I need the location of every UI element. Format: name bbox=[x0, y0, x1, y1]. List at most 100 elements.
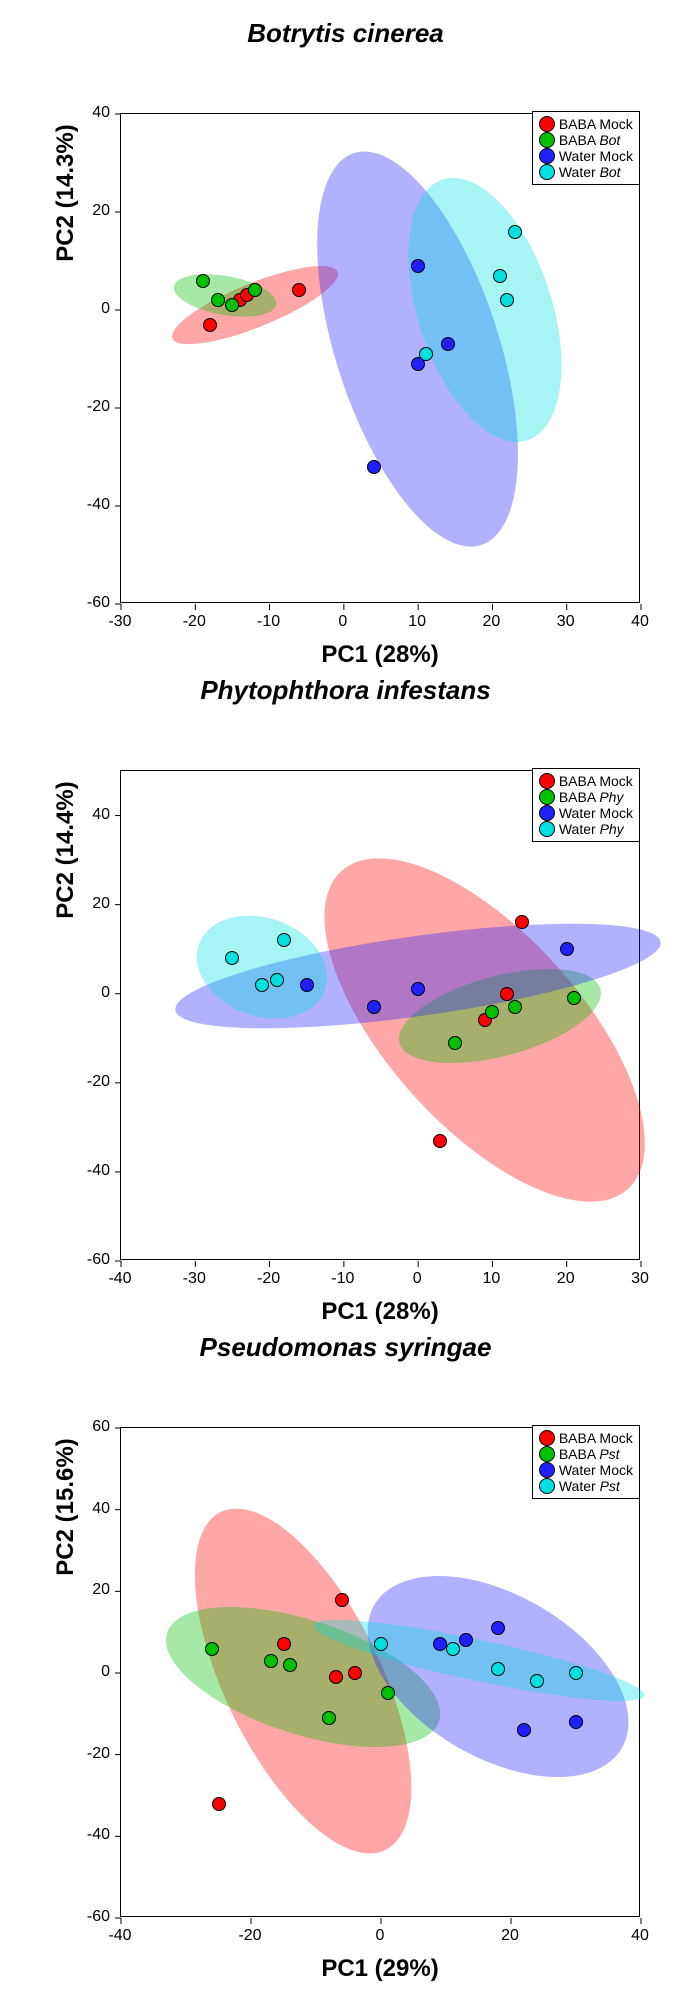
legend-item: BABA Mock bbox=[539, 116, 633, 132]
x-tick-label: -20 bbox=[183, 613, 206, 631]
data-point bbox=[508, 1000, 522, 1014]
panel-title: Botrytis cinerea bbox=[0, 0, 691, 53]
x-tick-label: 10 bbox=[408, 613, 426, 631]
legend-item: BABA Pst bbox=[539, 1446, 633, 1462]
data-point bbox=[203, 318, 217, 332]
legend-swatch bbox=[539, 1446, 555, 1462]
legend-swatch bbox=[539, 116, 555, 132]
y-tick-label: -20 bbox=[80, 1073, 110, 1091]
data-point bbox=[515, 915, 529, 929]
legend: BABA MockBABA PhyWater MockWater Phy bbox=[532, 768, 640, 842]
legend-label: BABA Mock bbox=[559, 1430, 633, 1446]
x-tick-label: 30 bbox=[557, 613, 575, 631]
y-tick-label: 60 bbox=[80, 1418, 110, 1436]
legend: BABA MockBABA BotWater MockWater Bot bbox=[532, 111, 640, 185]
data-point bbox=[433, 1637, 447, 1651]
data-point bbox=[270, 973, 284, 987]
data-point bbox=[419, 347, 433, 361]
x-tick-label: 20 bbox=[557, 1270, 575, 1288]
y-tick-label: 40 bbox=[80, 806, 110, 824]
legend-label: Water Mock bbox=[559, 148, 633, 164]
data-point bbox=[491, 1662, 505, 1676]
plot-area bbox=[120, 770, 640, 1260]
legend-label: BABA Mock bbox=[559, 773, 633, 789]
data-point bbox=[433, 1134, 447, 1148]
data-point bbox=[277, 1637, 291, 1651]
legend-label: BABA Bot bbox=[559, 132, 620, 148]
legend-label: BABA Phy bbox=[559, 789, 624, 805]
legend-label: Water Bot bbox=[559, 164, 621, 180]
x-tick-label: 0 bbox=[376, 1927, 385, 1945]
x-tick-label: 40 bbox=[631, 1927, 649, 1945]
legend-swatch bbox=[539, 1478, 555, 1494]
panel-botrytis: Botrytis cinerea-30-20-10010203040-60-40… bbox=[0, 0, 691, 657]
data-point bbox=[493, 269, 507, 283]
data-point bbox=[567, 991, 581, 1005]
panel-phytophthora: Phytophthora infestans-40-30-20-10010203… bbox=[0, 657, 691, 1314]
data-point bbox=[500, 987, 514, 1001]
data-point bbox=[264, 1654, 278, 1668]
data-point bbox=[205, 1642, 219, 1656]
plot-area bbox=[120, 113, 640, 603]
y-tick-label: -40 bbox=[80, 1826, 110, 1844]
x-tick-label: 30 bbox=[631, 1270, 649, 1288]
y-tick-label: 40 bbox=[80, 1500, 110, 1518]
legend-label: Water Mock bbox=[559, 805, 633, 821]
y-tick-label: 20 bbox=[80, 1581, 110, 1599]
legend-item: Water Mock bbox=[539, 1462, 633, 1478]
legend-swatch bbox=[539, 1430, 555, 1446]
legend-item: Water Phy bbox=[539, 821, 633, 837]
legend-label: Water Mock bbox=[559, 1462, 633, 1478]
legend-label: Water Pst bbox=[559, 1478, 620, 1494]
legend-swatch bbox=[539, 148, 555, 164]
legend-item: Water Bot bbox=[539, 164, 633, 180]
data-point bbox=[300, 978, 314, 992]
x-tick-label: -40 bbox=[108, 1270, 131, 1288]
x-tick-label: -30 bbox=[108, 613, 131, 631]
data-point bbox=[560, 942, 574, 956]
legend-item: Water Pst bbox=[539, 1478, 633, 1494]
y-axis-title: PC2 (14.3%) bbox=[52, 0, 80, 438]
y-tick-label: 20 bbox=[80, 895, 110, 913]
x-tick-label: -30 bbox=[183, 1270, 206, 1288]
x-tick-label: -10 bbox=[331, 1270, 354, 1288]
legend-swatch bbox=[539, 789, 555, 805]
data-point bbox=[500, 293, 514, 307]
legend-swatch bbox=[539, 164, 555, 180]
y-tick-label: -60 bbox=[80, 1251, 110, 1269]
x-tick-label: 20 bbox=[501, 1927, 519, 1945]
legend-swatch bbox=[539, 805, 555, 821]
data-point bbox=[283, 1658, 297, 1672]
data-point bbox=[569, 1715, 583, 1729]
figure-root: Botrytis cinerea-30-20-10010203040-60-40… bbox=[0, 0, 691, 1971]
legend-item: BABA Mock bbox=[539, 773, 633, 789]
y-tick-label: -40 bbox=[80, 1162, 110, 1180]
data-point bbox=[491, 1621, 505, 1635]
x-axis-title: PC1 (29%) bbox=[120, 1955, 640, 1983]
y-axis-title: PC2 (15.6%) bbox=[52, 1262, 80, 1752]
x-tick-label: -20 bbox=[257, 1270, 280, 1288]
y-tick-label: 0 bbox=[80, 1663, 110, 1681]
data-point bbox=[374, 1637, 388, 1651]
legend-label: Water Phy bbox=[559, 821, 624, 837]
legend-item: BABA Mock bbox=[539, 1430, 633, 1446]
data-point bbox=[411, 982, 425, 996]
data-point bbox=[322, 1711, 336, 1725]
y-axis-title: PC2 (14.4%) bbox=[52, 605, 80, 1095]
data-point bbox=[459, 1633, 473, 1647]
data-point bbox=[381, 1686, 395, 1700]
x-tick-label: 10 bbox=[483, 1270, 501, 1288]
y-tick-label: -40 bbox=[80, 496, 110, 514]
x-tick-label: -10 bbox=[257, 613, 280, 631]
data-point bbox=[411, 259, 425, 273]
data-point bbox=[485, 1005, 499, 1019]
x-tick-label: -40 bbox=[108, 1927, 131, 1945]
x-tick-label: -20 bbox=[238, 1927, 261, 1945]
legend: BABA MockBABA PstWater MockWater Pst bbox=[532, 1425, 640, 1499]
data-point bbox=[335, 1593, 349, 1607]
panel-title: Phytophthora infestans bbox=[0, 657, 691, 710]
x-tick-label: 40 bbox=[631, 613, 649, 631]
data-point bbox=[225, 298, 239, 312]
legend-swatch bbox=[539, 1462, 555, 1478]
data-point bbox=[508, 225, 522, 239]
